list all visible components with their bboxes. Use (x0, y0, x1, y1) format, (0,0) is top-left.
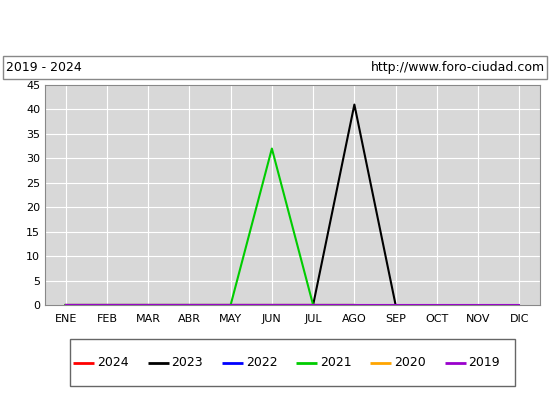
Text: 2019 - 2024: 2019 - 2024 (6, 61, 81, 74)
Text: AGO: AGO (342, 314, 367, 324)
Text: 2023: 2023 (172, 356, 203, 369)
Text: FEB: FEB (96, 314, 117, 324)
Text: JUN: JUN (262, 314, 282, 324)
Text: http://www.foro-ciudad.com: http://www.foro-ciudad.com (370, 61, 544, 74)
Text: SEP: SEP (385, 314, 406, 324)
Text: OCT: OCT (425, 314, 448, 324)
Text: 2021: 2021 (320, 356, 351, 369)
Text: DIC: DIC (510, 314, 529, 324)
Text: ENE: ENE (54, 314, 77, 324)
Text: JUL: JUL (304, 314, 322, 324)
Text: MAR: MAR (136, 314, 161, 324)
Text: 2019: 2019 (469, 356, 500, 369)
Text: 2020: 2020 (394, 356, 426, 369)
Text: ABR: ABR (178, 314, 201, 324)
Bar (70, 339, 515, 386)
Text: NOV: NOV (466, 314, 491, 324)
Text: 2022: 2022 (246, 356, 277, 369)
Text: Evolucion Nº Turistas Extranjeros en el municipio de Muñana: Evolucion Nº Turistas Extranjeros en el … (43, 32, 507, 48)
Text: MAY: MAY (219, 314, 242, 324)
Text: 2024: 2024 (97, 356, 129, 369)
